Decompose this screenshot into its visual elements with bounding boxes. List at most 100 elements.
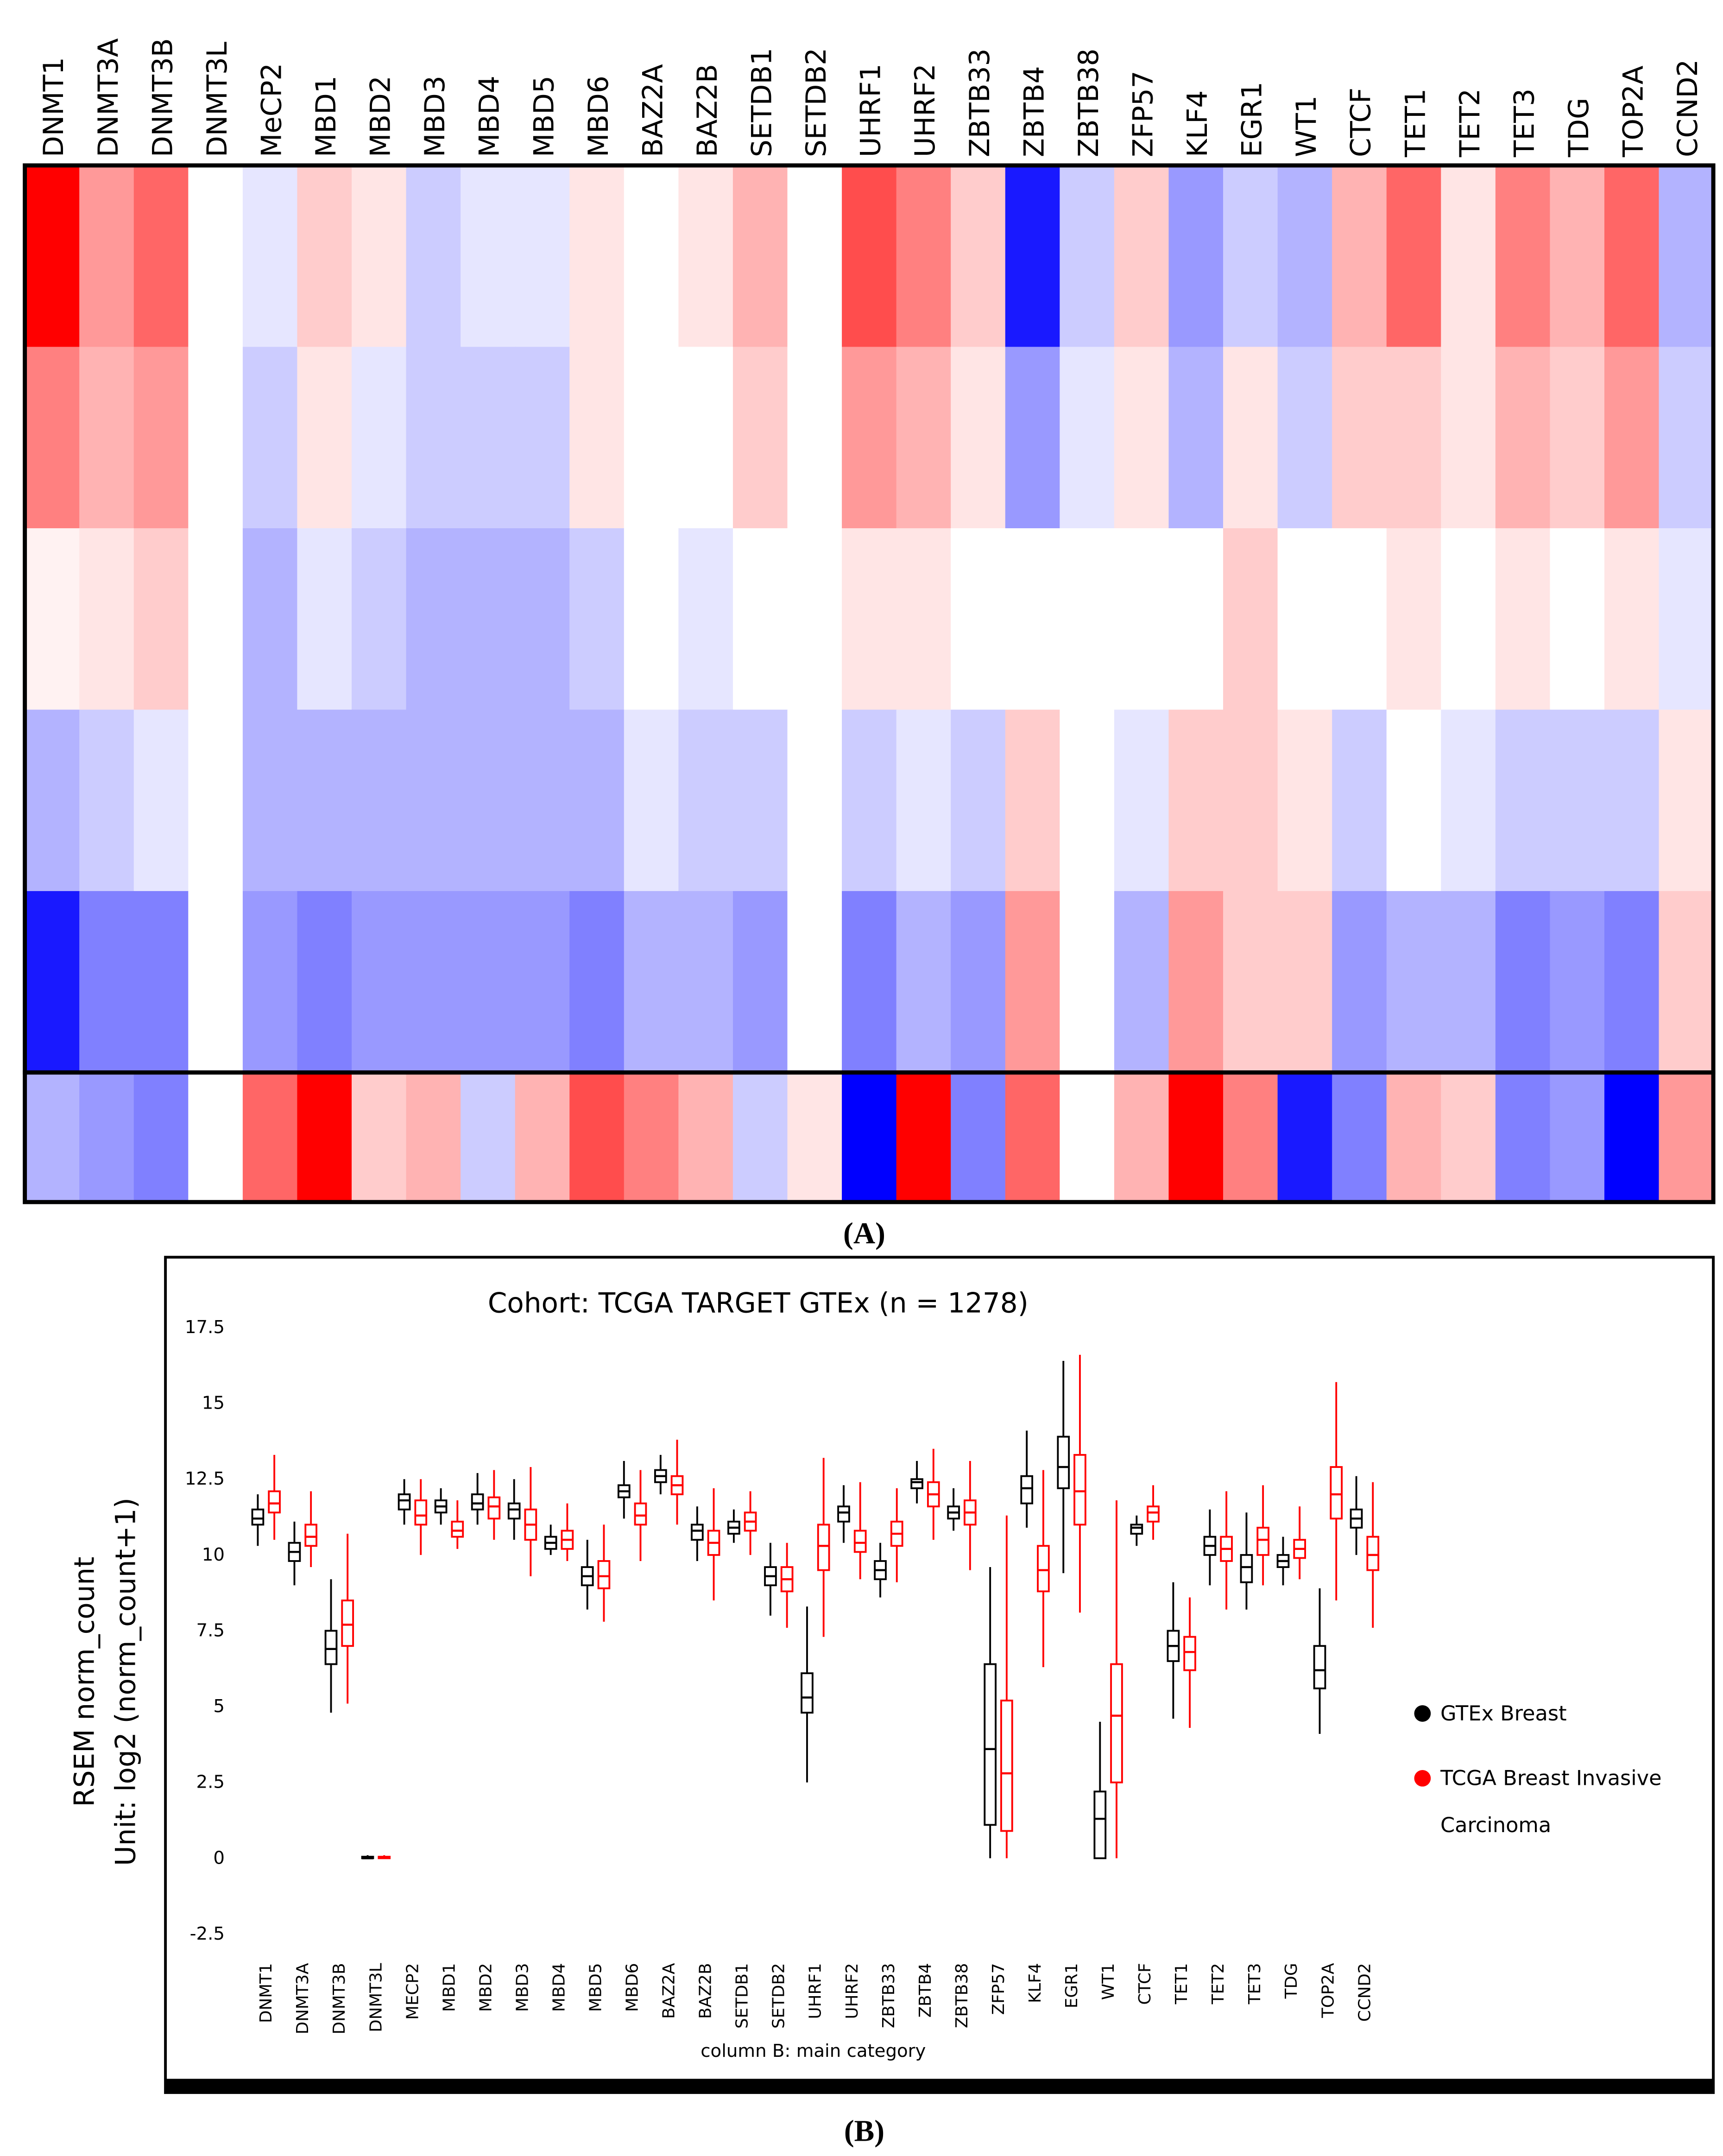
heatmap-cell xyxy=(1659,1072,1714,1203)
box xyxy=(1366,1536,1380,1571)
heatmap-cell xyxy=(569,347,625,529)
legend-marker xyxy=(1414,1705,1431,1722)
heatmap-cell xyxy=(406,347,461,529)
box xyxy=(1256,1527,1269,1556)
x-tick-label: MBD2 xyxy=(476,1963,495,2011)
heatmap-cell xyxy=(79,891,135,1074)
y-axis-label: RSEM norm_count xyxy=(69,1557,101,1807)
heatmap-cell xyxy=(1223,528,1279,711)
column-label: ZBTB4 xyxy=(1018,66,1050,158)
heatmap-cell xyxy=(787,347,843,529)
heatmap-cell xyxy=(1005,347,1060,529)
heatmap-cell xyxy=(896,165,952,348)
column-label: DNMT3L xyxy=(202,42,234,157)
box xyxy=(304,1524,317,1547)
heatmap-cell xyxy=(1168,347,1224,529)
x-tick-label: WT1 xyxy=(1099,1963,1118,2000)
x-tick-label: SETDB2 xyxy=(770,1963,789,2029)
heatmap-cell xyxy=(732,528,789,711)
column-label: MBD4 xyxy=(474,76,506,157)
heatmap-cell xyxy=(188,891,244,1074)
heatmap-cell xyxy=(25,891,80,1074)
heatmap-cell xyxy=(1550,891,1605,1074)
y-tick-label: 5 xyxy=(213,1696,225,1717)
heatmap-cell xyxy=(1441,891,1496,1074)
heatmap-cell xyxy=(569,165,625,348)
x-tick-label: KLF4 xyxy=(1026,1963,1045,2003)
heatmap-cell xyxy=(569,891,625,1074)
x-tick-label: MBD4 xyxy=(549,1963,568,2011)
box xyxy=(451,1520,464,1538)
heatmap-cell xyxy=(406,891,461,1074)
column-label: CTCF xyxy=(1345,88,1377,157)
heatmap-cell xyxy=(1168,1072,1224,1203)
heatmap-cell xyxy=(1168,528,1224,711)
column-label: TOP2A xyxy=(1618,65,1650,158)
column-label: MeCP2 xyxy=(256,63,288,157)
x-tick-label: CCND2 xyxy=(1355,1963,1374,2022)
heatmap-cell xyxy=(787,165,843,348)
box xyxy=(471,1493,484,1511)
heatmap-cell xyxy=(406,528,461,711)
heatmap-cell xyxy=(732,709,789,892)
y-axis-label: Unit: log2 (norm_count+1) xyxy=(110,1498,142,1866)
heatmap-cell xyxy=(842,891,897,1074)
heatmap-cell xyxy=(352,891,407,1074)
heatmap-cell xyxy=(79,1072,135,1203)
heatmap-cell xyxy=(1277,1072,1333,1203)
x-tick-label: EGR1 xyxy=(1062,1963,1081,2008)
x-tick-label: UHRF1 xyxy=(806,1963,825,2019)
heatmap-cell xyxy=(461,165,516,348)
legend-label: TCGA Breast Invasive Carcinoma xyxy=(1440,1766,1662,1838)
y-tick-label: 10 xyxy=(202,1544,225,1565)
heatmap-cell xyxy=(133,1072,189,1203)
legend-entry: TCGA Breast Invasive Carcinoma xyxy=(1440,1766,1662,1838)
column-label: UHRF2 xyxy=(909,63,941,157)
heatmap-cell xyxy=(515,891,570,1074)
heatmap-cell xyxy=(678,891,734,1074)
heatmap-cell xyxy=(1060,709,1115,892)
heatmap-cell xyxy=(1386,165,1442,348)
heatmap-cell xyxy=(896,709,952,892)
heatmap-cell xyxy=(732,347,789,529)
heatmap-cell xyxy=(1441,528,1496,711)
column-label: MBD2 xyxy=(365,76,397,157)
heatmap-cell xyxy=(624,709,679,892)
column-label: UHRF1 xyxy=(855,63,887,157)
box xyxy=(817,1524,830,1571)
heatmap-cell xyxy=(951,709,1006,892)
column-label: MBD5 xyxy=(528,76,560,157)
heatmap-cell xyxy=(1495,891,1551,1074)
heatmap-cell xyxy=(1223,891,1279,1074)
box xyxy=(984,1663,997,1826)
heatmap-cell xyxy=(515,1072,570,1203)
column-label: ZBTB33 xyxy=(964,49,996,157)
heatmap-cell xyxy=(896,891,952,1074)
heatmap-cell xyxy=(133,165,189,348)
heatmap-cell xyxy=(1114,1072,1169,1203)
heatmap-cell xyxy=(1060,528,1115,711)
heatmap-cell xyxy=(1604,891,1660,1074)
heatmap-cell xyxy=(624,1072,679,1203)
heatmap-cell xyxy=(1659,891,1714,1074)
x-tick-label: TDG xyxy=(1282,1963,1301,1999)
heatmap-cell xyxy=(188,709,244,892)
column-label: DNMT3B xyxy=(147,38,179,157)
heatmap-cell xyxy=(1550,1072,1605,1203)
heatmap-cell xyxy=(242,347,298,529)
heatmap-cell xyxy=(1277,165,1333,348)
heatmap-cell xyxy=(842,1072,897,1203)
box xyxy=(837,1505,850,1523)
heatmap-cell xyxy=(461,891,516,1074)
box xyxy=(1110,1663,1123,1783)
x-tick-label: ZBTB4 xyxy=(916,1963,935,2017)
heatmap-cell xyxy=(1386,1072,1442,1203)
heatmap-cell xyxy=(1659,528,1714,711)
x-tick-label: BAZ2A xyxy=(660,1963,679,2019)
heatmap-cell xyxy=(1114,165,1169,348)
x-tick-label: MBD1 xyxy=(440,1963,459,2011)
y-tick-label: 0 xyxy=(213,1847,225,1868)
x-tick-label: ZFP57 xyxy=(989,1963,1008,2015)
heatmap-cell xyxy=(1386,891,1442,1074)
legend-label: GTEx Breast xyxy=(1440,1701,1567,1726)
